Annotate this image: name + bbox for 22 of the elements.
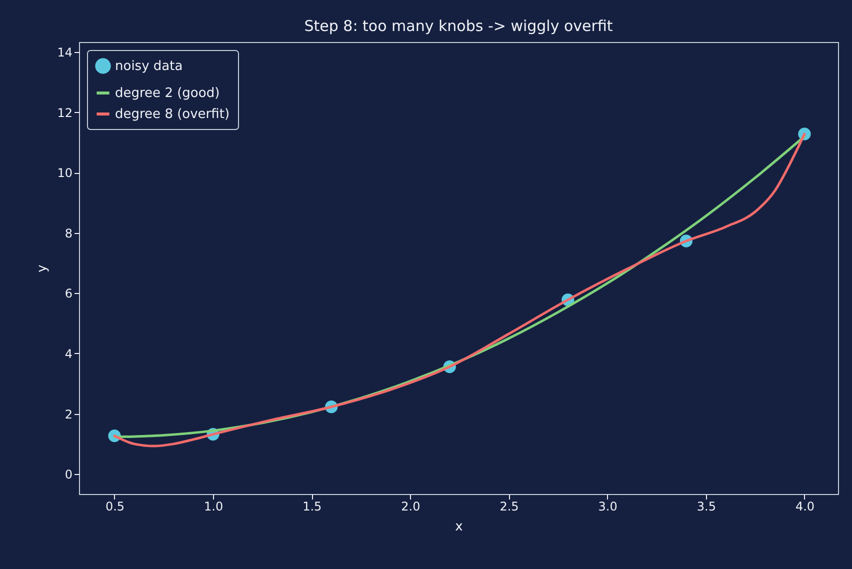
legend-label: noisy data [115, 59, 183, 74]
y-tick-label: 4 [64, 346, 72, 361]
y-tick-label: 14 [57, 45, 72, 60]
y-tick-label: 8 [64, 226, 72, 240]
y-tick-label: 10 [57, 166, 72, 180]
x-tick-label: 3.0 [598, 500, 618, 514]
x-tick-label: 0.5 [105, 500, 125, 514]
y-axis-title: y [35, 264, 50, 272]
legend-label: degree 2 (good) [115, 86, 220, 101]
x-tick-label: 4.0 [795, 500, 815, 514]
y-tick-label: 12 [57, 106, 72, 120]
legend-label: degree 8 (overfit) [115, 107, 230, 122]
y-tick-label: 6 [64, 286, 72, 301]
x-axis-title: x [455, 520, 464, 534]
x-tick-label: 2.5 [500, 500, 519, 514]
x-tick-label: 1.5 [302, 500, 322, 514]
x-tick-label: 2.0 [401, 500, 420, 514]
y-tick-label: 2 [64, 407, 72, 422]
x-tick-label: 1.0 [204, 500, 224, 514]
x-tick-label: 3.5 [696, 500, 716, 514]
chart-title: Step 8: too many knobs -> wiggly overfit [304, 17, 613, 35]
y-tick-label: 0 [64, 468, 72, 482]
